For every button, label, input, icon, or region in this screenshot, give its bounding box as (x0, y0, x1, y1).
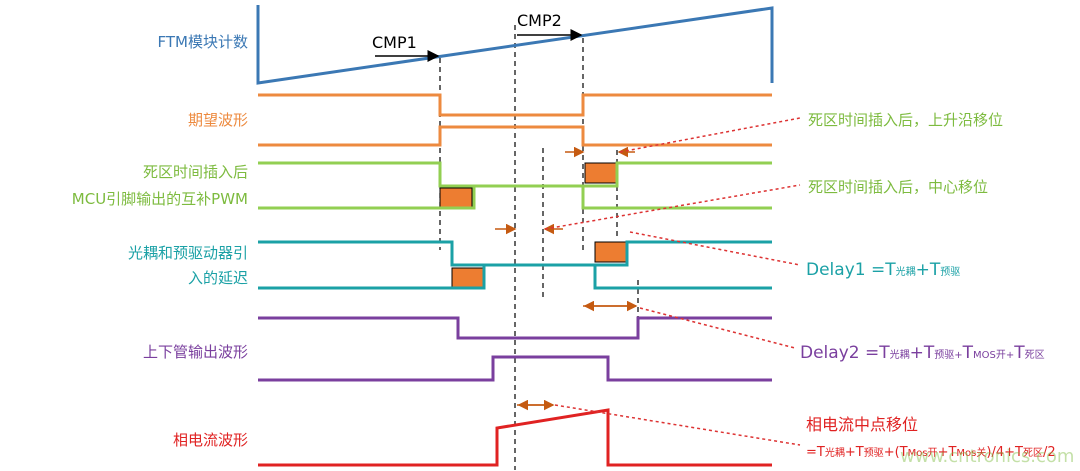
watermark: www.cntronics.com (900, 446, 1074, 467)
delay2-formula: Delay2 =T光耦+T预驱+TMOS开+T死区 (800, 343, 1045, 363)
ftm-counter-wave (256, 5, 774, 85)
callout-line (554, 404, 801, 446)
label-ftm-counter: FTM模块计数 (158, 33, 248, 51)
current-shift-formula: =T光耦+T预驱+(TMos开+TMos关)/4+T死区/2 (806, 445, 1056, 460)
shift-arrows (495, 146, 638, 411)
delay1-formula: Delay1 =T光耦+T预驱 (806, 260, 960, 280)
center-shift-label: 死区时间插入后，中心移位 (808, 178, 988, 196)
callout-line (544, 184, 801, 230)
label-delay-line2: 入的延迟 (188, 269, 248, 287)
label-current-waveform: 相电流波形 (173, 431, 248, 449)
label-deadtime-line1: 死区时间插入后 (143, 163, 248, 181)
rise-shift-label: 死区时间插入后，上升沿移位 (808, 111, 1003, 129)
callout-line (629, 231, 801, 266)
delayed-wave-low (258, 263, 772, 290)
output-wave-high (258, 316, 772, 340)
callout-line (619, 117, 801, 153)
label-expected-waveform: 期望波形 (188, 111, 248, 129)
current-wave (258, 408, 772, 467)
deadtime-box (439, 187, 473, 209)
label-deadtime-line2: MCU引脚输出的互补PWM (72, 190, 248, 208)
cmp1-label: CMP1 (372, 33, 417, 52)
callout-line (639, 307, 796, 349)
deadtime-box (584, 162, 618, 184)
current-shift-label: 相电流中点移位 (806, 415, 918, 434)
delay-box (594, 241, 628, 263)
cmp2-label: CMP2 (517, 11, 562, 30)
expected-wave-low (258, 125, 772, 147)
pwm-wave-low (258, 184, 772, 210)
expected-wave-high (258, 93, 772, 117)
label-output-waveform: 上下管输出波形 (143, 343, 248, 361)
output-wave-low (258, 355, 772, 382)
label-delay-line1: 光耦和预驱动器引 (128, 244, 248, 262)
delay-box (451, 267, 485, 289)
